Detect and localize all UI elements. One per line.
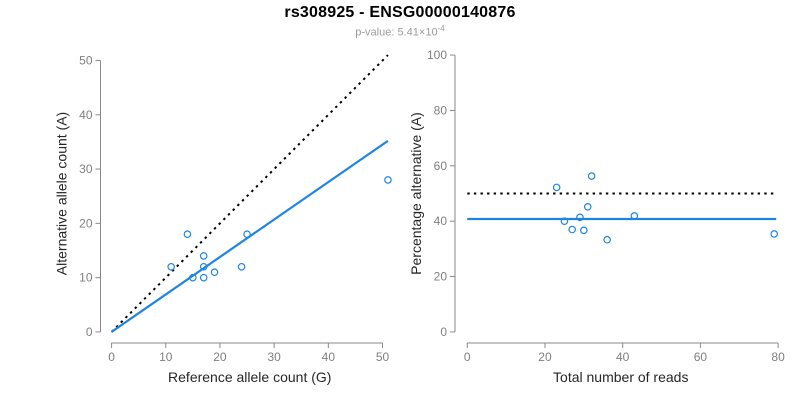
y-tick-label: 0 bbox=[86, 325, 93, 339]
y-tick-label: 40 bbox=[434, 214, 448, 228]
x-axis: 0 10 20 30 40 50 bbox=[108, 342, 390, 364]
x-tick-label: 30 bbox=[267, 350, 281, 364]
data-point bbox=[630, 212, 639, 220]
y-axis: 0 10 20 30 40 50 bbox=[79, 54, 101, 339]
y-tick-label: 40 bbox=[79, 108, 93, 122]
data-point bbox=[243, 230, 251, 239]
data-point bbox=[183, 230, 192, 239]
pvalue-mantissa: 5.41 bbox=[397, 26, 419, 39]
y-tick-label: 30 bbox=[79, 162, 93, 176]
data-point bbox=[189, 273, 197, 282]
x-tick-label: 0 bbox=[108, 350, 115, 364]
y-tick-label: 60 bbox=[434, 159, 448, 173]
x-tick-label: 0 bbox=[464, 350, 471, 364]
x-axis-title: Total number of reads bbox=[553, 369, 688, 385]
y-tick-label: 0 bbox=[440, 325, 447, 339]
panel-percentage-alternative: 0 20 40 60 80 0 20 40 60 80 100 Total number of rea… bbox=[408, 48, 785, 385]
reference-lines bbox=[110, 54, 389, 333]
data-point bbox=[770, 230, 779, 238]
x-tick-label: 20 bbox=[538, 350, 552, 364]
data-point bbox=[576, 213, 584, 222]
data-point bbox=[552, 183, 561, 192]
pvalue-prefix: p-value: bbox=[355, 26, 398, 39]
y-tick-label: 20 bbox=[434, 270, 448, 284]
x-axis-title: Reference allele count (G) bbox=[168, 369, 331, 385]
data-point bbox=[167, 262, 175, 271]
panel-allele-counts: 0 10 20 30 40 50 0 10 20 30 40 50 Reference allele c… bbox=[54, 54, 392, 385]
y-axis-title: Alternative allele count (A) bbox=[54, 112, 70, 275]
x-tick-label: 10 bbox=[159, 350, 173, 364]
y-axis-title: Percentage alternative (A) bbox=[408, 112, 424, 275]
data-point bbox=[580, 226, 588, 235]
y-tick-label: 100 bbox=[427, 48, 447, 62]
figure-title: rs308925 - ENSG00000140876 bbox=[284, 4, 516, 21]
x-tick-label: 80 bbox=[771, 350, 785, 364]
data-points bbox=[552, 172, 779, 244]
y-axis: 0 20 40 60 80 100 bbox=[427, 48, 456, 339]
data-point bbox=[583, 202, 592, 211]
data-point bbox=[603, 235, 611, 244]
x-tick-label: 20 bbox=[213, 350, 227, 364]
data-point bbox=[199, 252, 208, 260]
identity-line bbox=[110, 54, 389, 333]
data-point bbox=[587, 172, 596, 180]
x-axis: 0 20 40 60 80 bbox=[464, 342, 785, 364]
data-points bbox=[167, 176, 392, 282]
figure-subtitle: p-value: 5.41×10-4 bbox=[0, 24, 800, 39]
data-point bbox=[237, 262, 246, 271]
data-point bbox=[384, 176, 392, 184]
y-tick-label: 50 bbox=[79, 54, 93, 68]
reference-lines bbox=[467, 192, 777, 221]
x-tick-label: 60 bbox=[694, 350, 708, 364]
data-point bbox=[199, 273, 208, 282]
y-tick-label: 10 bbox=[79, 271, 93, 285]
y-tick-label: 20 bbox=[79, 216, 93, 230]
pvalue-exponent: -4 bbox=[437, 24, 445, 33]
data-point bbox=[199, 262, 208, 271]
data-point bbox=[568, 225, 576, 234]
pvalue-times-ten: ×10 bbox=[418, 26, 438, 39]
y-tick-label: 80 bbox=[434, 103, 448, 117]
x-tick-label: 50 bbox=[376, 350, 390, 364]
data-point bbox=[210, 268, 219, 277]
x-tick-label: 40 bbox=[616, 350, 630, 364]
x-tick-label: 40 bbox=[322, 350, 336, 364]
data-point bbox=[560, 217, 569, 225]
